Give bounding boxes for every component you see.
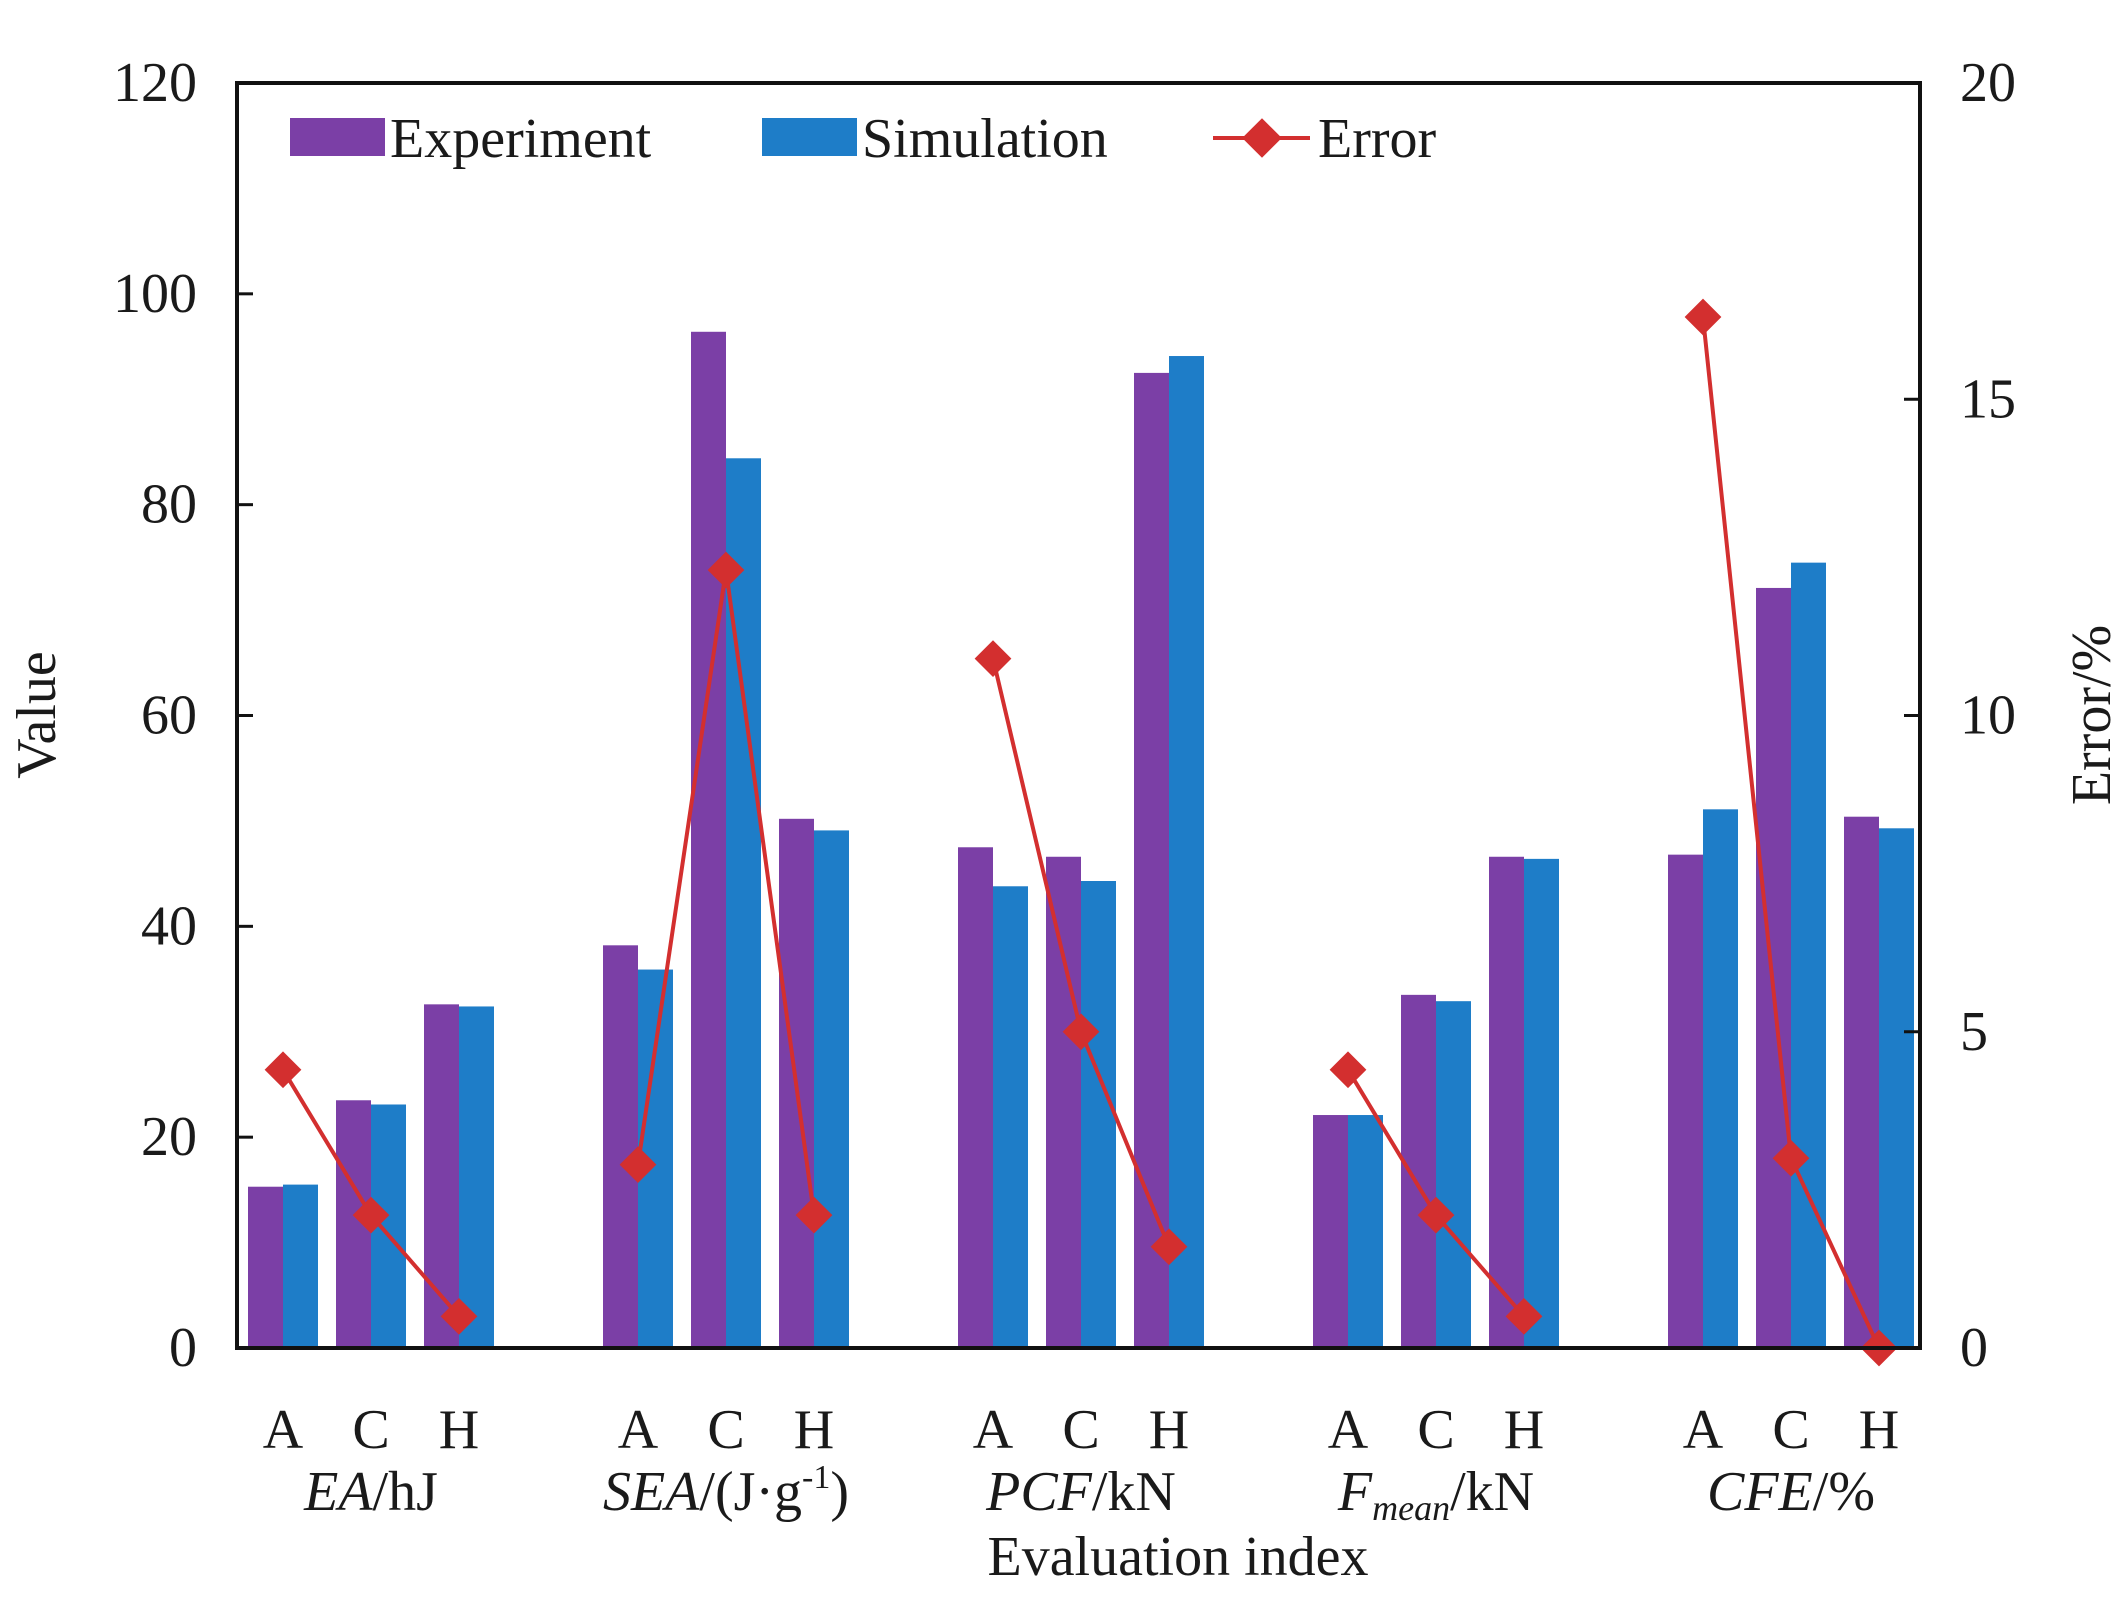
y2-tick-label: 15 bbox=[1960, 368, 2016, 430]
category-label: A bbox=[618, 1399, 659, 1461]
bars-layer bbox=[248, 331, 1914, 1348]
bar-simulation bbox=[814, 830, 849, 1348]
group-labels: EA/hJ SEA/(J·g-1) PCF/kN Fmean/kN CFE/% bbox=[303, 1459, 1875, 1528]
error-point bbox=[1062, 1013, 1100, 1051]
error-point bbox=[264, 1051, 302, 1089]
y-tick-label: 100 bbox=[113, 263, 197, 325]
bar-simulation bbox=[1169, 356, 1204, 1348]
y-tick-label: 0 bbox=[169, 1317, 197, 1379]
y2-tick-label: 20 bbox=[1960, 52, 2016, 114]
error-point bbox=[1417, 1196, 1455, 1234]
bar-simulation bbox=[459, 1006, 494, 1348]
bar-simulation bbox=[1436, 1001, 1471, 1348]
y2-axis-title: Error/% bbox=[2061, 625, 2123, 805]
legend-label-simulation: Simulation bbox=[862, 108, 1108, 170]
error-point bbox=[1505, 1297, 1543, 1335]
y2-tick-label: 10 bbox=[1960, 685, 2016, 747]
category-label: H bbox=[794, 1399, 834, 1461]
category-label: C bbox=[1772, 1399, 1809, 1461]
group-label: EA/hJ bbox=[303, 1461, 438, 1523]
bar-experiment bbox=[1756, 587, 1791, 1348]
y-tick-label: 40 bbox=[141, 895, 197, 957]
bar-experiment bbox=[691, 331, 726, 1348]
category-label: A bbox=[263, 1399, 304, 1461]
y2-tick-label: 5 bbox=[1960, 1001, 1988, 1063]
group-label: CFE/% bbox=[1707, 1461, 1875, 1523]
left-axis-ticks: 0 20 40 60 80 100 120 bbox=[113, 52, 253, 1379]
category-label: C bbox=[1062, 1399, 1099, 1461]
bar-simulation bbox=[1703, 809, 1738, 1348]
error-point bbox=[619, 1146, 657, 1183]
y-tick-label: 120 bbox=[113, 52, 197, 114]
legend: Experiment Simulation Error bbox=[290, 108, 1437, 170]
y-tick-label: 80 bbox=[141, 474, 197, 536]
legend-swatch-experiment bbox=[290, 118, 385, 156]
y-axis-title: Value bbox=[6, 651, 68, 779]
bar-simulation bbox=[993, 886, 1028, 1348]
error-point bbox=[1329, 1051, 1367, 1089]
error-point bbox=[1150, 1228, 1188, 1266]
category-label: H bbox=[1859, 1399, 1899, 1461]
bar-experiment bbox=[248, 1186, 283, 1348]
category-label: H bbox=[1149, 1399, 1189, 1461]
bar-experiment bbox=[1313, 1115, 1348, 1348]
y-tick-label: 20 bbox=[141, 1106, 197, 1168]
category-label: H bbox=[439, 1399, 479, 1461]
group-label: Fmean/kN bbox=[1337, 1461, 1534, 1528]
bar-experiment bbox=[424, 1004, 459, 1348]
error-point bbox=[352, 1196, 390, 1234]
legend-label-error: Error bbox=[1318, 108, 1437, 170]
bar-simulation bbox=[1524, 858, 1559, 1348]
bar-experiment bbox=[958, 847, 993, 1348]
bar-experiment bbox=[1401, 994, 1436, 1348]
error-point bbox=[974, 640, 1012, 677]
bar-simulation bbox=[1348, 1115, 1383, 1348]
error-line-layer bbox=[264, 298, 1898, 1367]
x-axis-title: Evaluation index bbox=[987, 1526, 1368, 1588]
category-label: C bbox=[352, 1399, 389, 1461]
legend-label-experiment: Experiment bbox=[390, 108, 652, 170]
bar-experiment bbox=[1844, 816, 1879, 1348]
bar-simulation bbox=[1081, 881, 1116, 1348]
category-label: H bbox=[1504, 1399, 1544, 1461]
y-tick-label: 60 bbox=[141, 685, 197, 747]
category-label: A bbox=[1328, 1399, 1369, 1461]
error-point bbox=[707, 551, 745, 589]
right-axis-ticks: 0 5 10 15 20 bbox=[1904, 52, 2016, 1379]
error-point bbox=[440, 1297, 478, 1335]
bar-simulation bbox=[726, 458, 761, 1348]
bar-experiment bbox=[603, 945, 638, 1348]
bar-simulation bbox=[283, 1184, 318, 1348]
bar-simulation bbox=[1791, 562, 1826, 1348]
bar-experiment bbox=[1046, 856, 1081, 1348]
category-label: C bbox=[1417, 1399, 1454, 1461]
category-label: C bbox=[707, 1399, 744, 1461]
group-label: PCF/kN bbox=[985, 1461, 1176, 1523]
bar-experiment bbox=[1134, 372, 1169, 1348]
error-point bbox=[1772, 1139, 1810, 1177]
bar-experiment bbox=[1489, 856, 1524, 1348]
y2-tick-label: 0 bbox=[1960, 1317, 1988, 1379]
error-point bbox=[795, 1196, 833, 1234]
error-point bbox=[1684, 298, 1722, 336]
bar-experiment bbox=[1668, 854, 1703, 1348]
category-label: A bbox=[973, 1399, 1014, 1461]
group-label: SEA/(J·g-1) bbox=[603, 1459, 849, 1523]
bar-simulation bbox=[1879, 828, 1914, 1348]
legend-swatch-simulation bbox=[762, 118, 857, 156]
legend-marker-error bbox=[1242, 118, 1282, 158]
category-label: A bbox=[1683, 1399, 1724, 1461]
